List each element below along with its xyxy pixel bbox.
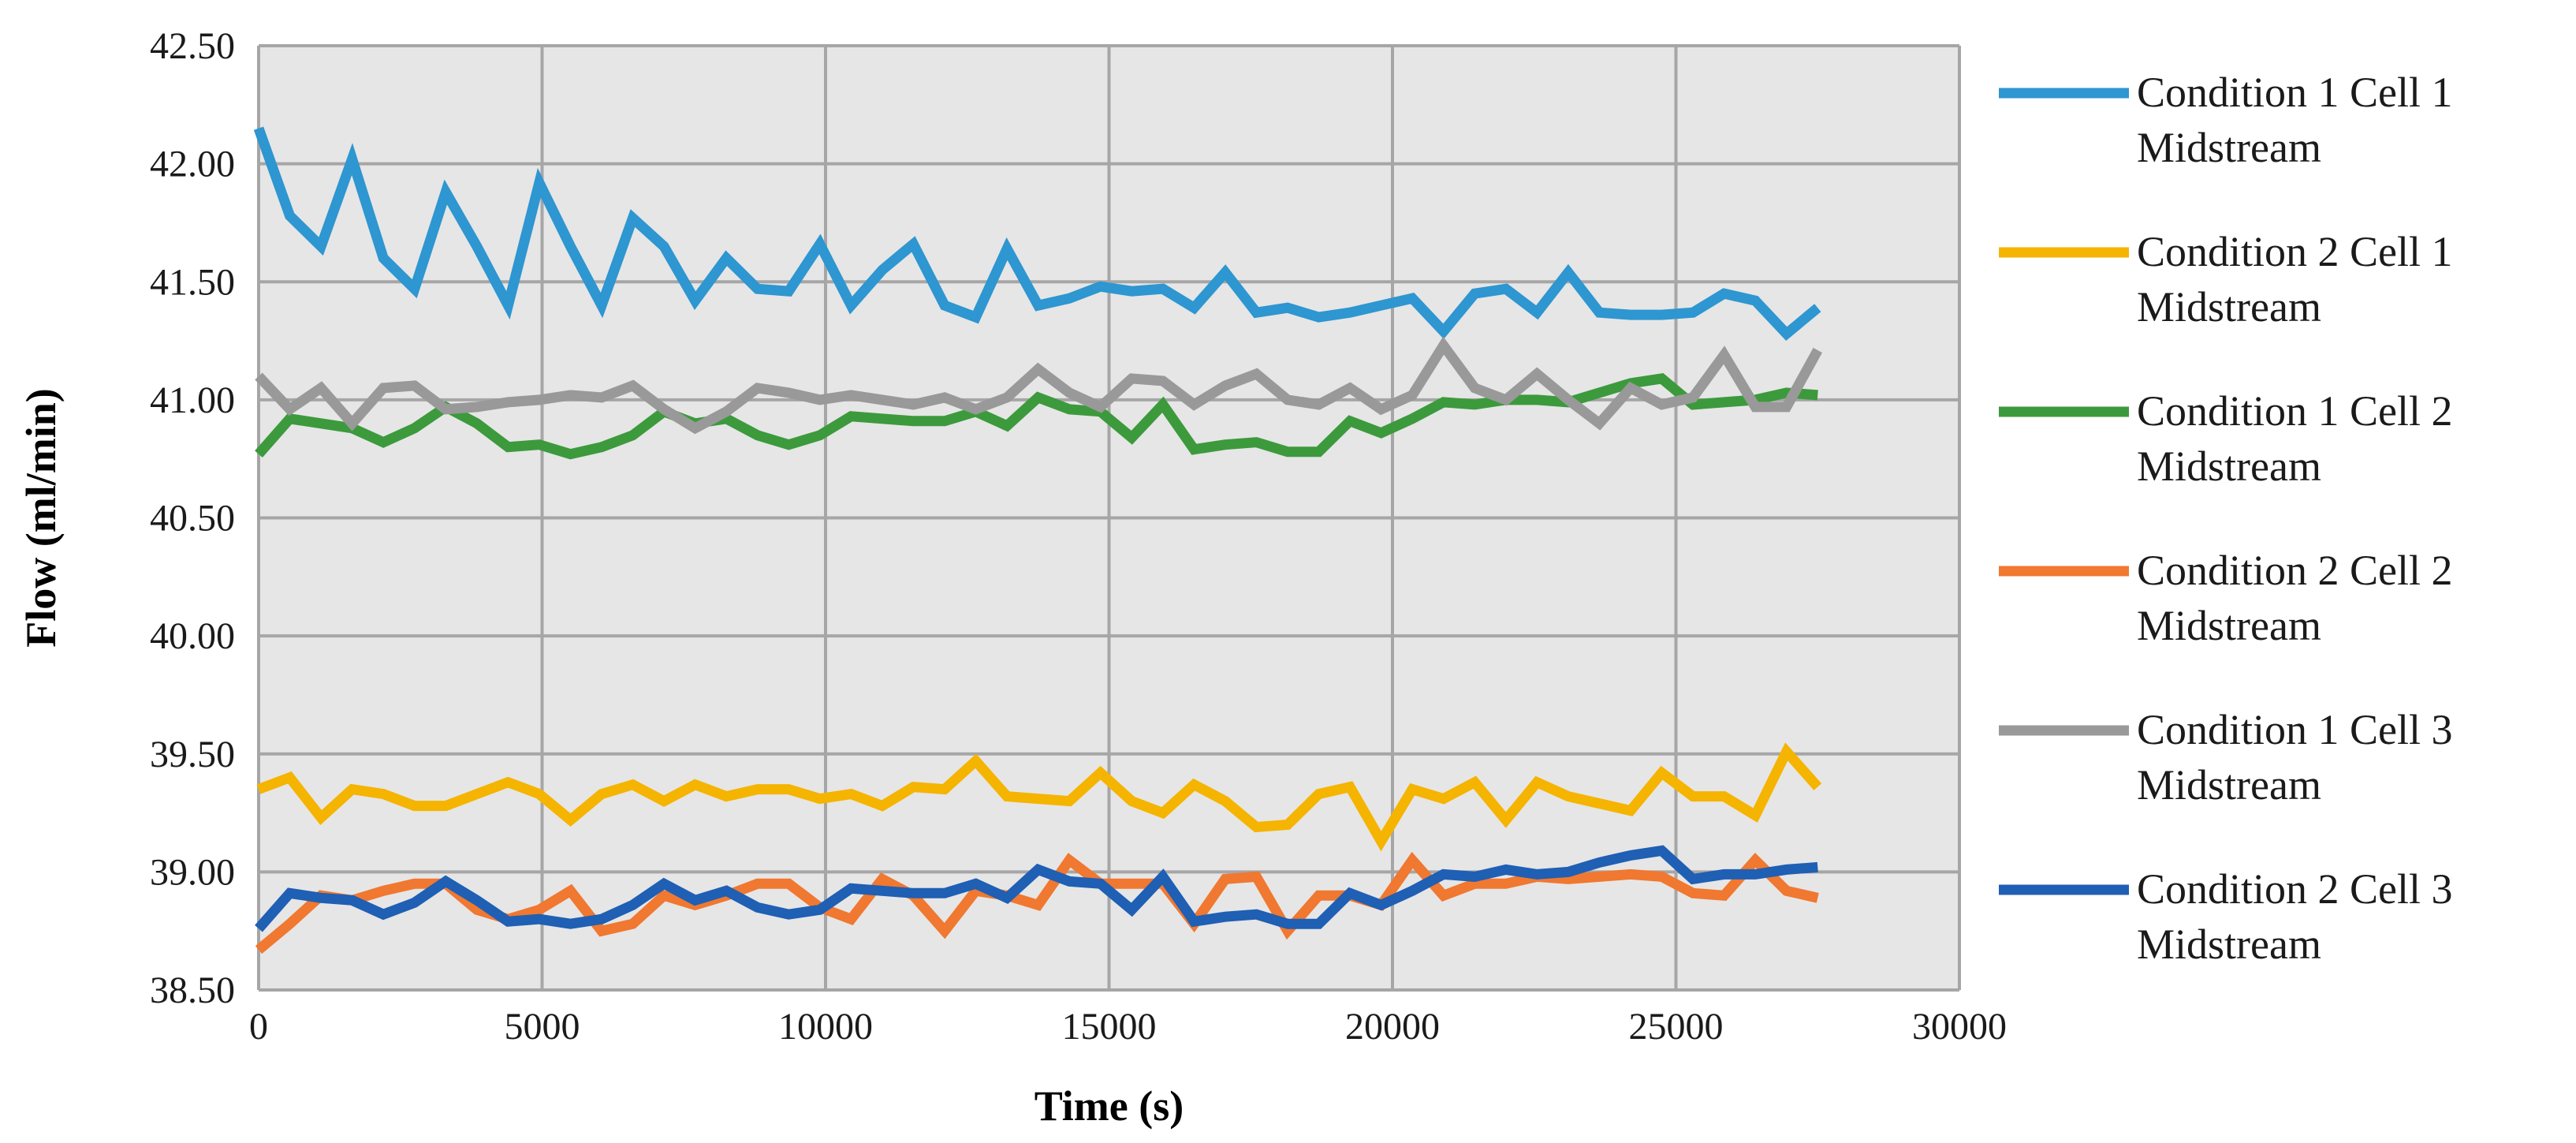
x-tick-label: 15000 [1062,1006,1157,1048]
legend-label: Condition 1 Cell 2 Midstream [2137,387,2453,490]
y-axis-title: Flow (ml/min) [17,388,65,647]
legend: Condition 1 Cell 1 Midstream Condition 2 C… [1999,69,2453,968]
series-lines [253,126,1822,954]
series-group [255,845,1818,932]
series-group [256,742,1822,852]
legend-item: Condition 2 Cell 1 Midstream [1999,228,2453,331]
legend-label: Condition 2 Cell 3 Midstream [2137,865,2453,968]
x-tick-label: 20000 [1345,1006,1440,1048]
legend-label: Condition 2 Cell 2 Midstream [2137,547,2453,649]
legend-label: Condition 1 Cell 1 Midstream [2137,69,2453,171]
y-tick-label: 39.00 [150,851,235,893]
y-tick-label: 41.00 [150,379,235,421]
y-tick-label: 40.00 [150,615,235,657]
gridlines [257,44,1961,992]
legend-item: Condition 2 Cell 3 Midstream [1999,865,2453,968]
legend-label: Condition 1 Cell 3 Midstream [2137,706,2453,809]
x-tick-label: 0 [249,1006,268,1048]
y-tick-label: 41.50 [150,261,235,303]
series-line [256,742,1822,852]
legend-item: Condition 1 Cell 3 Midstream [1999,706,2453,809]
series-line [255,845,1818,932]
series-group [255,336,1822,435]
x-axis-ticks: 0 5000 10000 15000 20000 25000 30000 [249,1006,2007,1048]
x-tick-label: 5000 [505,1006,580,1048]
y-tick-label: 40.50 [150,498,235,540]
x-tick-label: 30000 [1912,1006,2007,1048]
legend-label: Condition 2 Cell 1 Midstream [2137,228,2453,331]
legend-item: Condition 2 Cell 2 Midstream [1999,547,2453,649]
x-tick-label: 10000 [778,1006,873,1048]
legend-item: Condition 1 Cell 2 Midstream [1999,387,2453,490]
y-tick-label: 39.50 [150,734,235,775]
series-group [255,373,1818,460]
series-line [255,373,1818,460]
series-group [253,126,1821,342]
x-axis-title: Time (s) [1035,1082,1184,1130]
series-line [253,126,1821,342]
x-tick-label: 25000 [1629,1006,1724,1048]
y-tick-label: 42.00 [150,144,235,185]
legend-item: Condition 1 Cell 1 Midstream [1999,69,2453,171]
y-tick-label: 42.50 [150,25,235,67]
y-axis-ticks: 38.50 39.00 39.50 40.00 40.50 41.00 41.50 42.00… [150,25,235,1011]
y-tick-label: 38.50 [150,969,235,1011]
series-line [255,336,1822,435]
